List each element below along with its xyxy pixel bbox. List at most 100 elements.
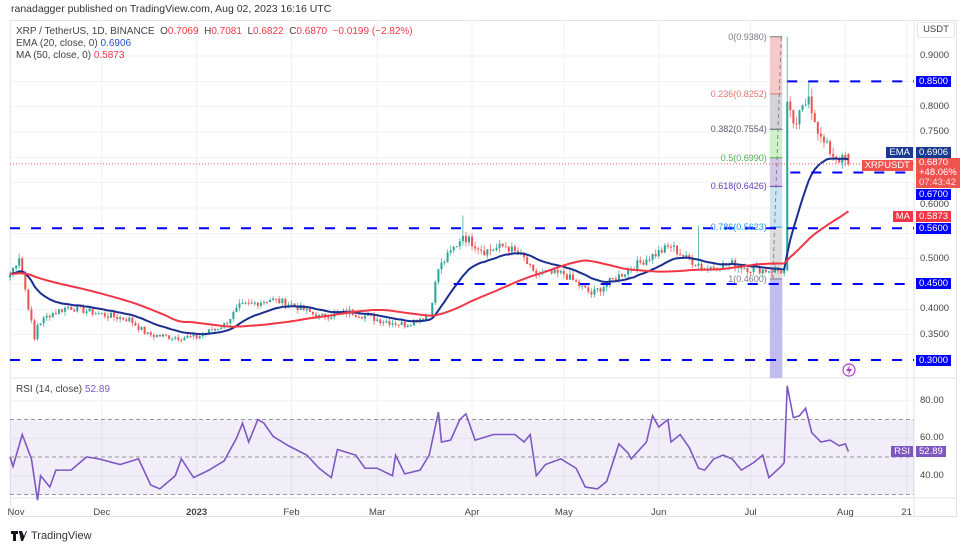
candle-body [700, 263, 703, 269]
candle-body [774, 268, 776, 273]
candle-body [501, 243, 504, 247]
candle-body [217, 328, 220, 330]
level-price-tag: 0.5600 [916, 223, 952, 234]
candle-body [409, 325, 412, 327]
candle-body [18, 258, 21, 266]
candle-body [437, 269, 440, 282]
rsi-axis-label: 40.00 [920, 469, 944, 481]
candle-body [45, 315, 48, 318]
level-price-tag: 0.4500 [916, 278, 952, 289]
candle-body [155, 334, 158, 337]
ema-legend[interactable]: EMA (20, close, 0) 0.6906 [16, 38, 131, 49]
candle-body [691, 259, 694, 265]
candle-body [495, 247, 498, 251]
price-axis-label: 0.4000 [920, 303, 950, 314]
candle-body [758, 266, 761, 274]
price-axis-label: 0.5000 [920, 253, 950, 264]
candle-body [529, 264, 532, 266]
candle-body [422, 318, 425, 320]
rsi-legend[interactable]: RSI (14, close) 52.89 [16, 384, 110, 395]
close-label: C [289, 26, 297, 37]
candle-body [244, 302, 247, 304]
candle-body [367, 314, 370, 316]
candle-body [308, 308, 311, 313]
tradingview-logo[interactable]: TradingView [11, 530, 92, 542]
candle-body [168, 335, 171, 339]
candle-body [253, 302, 256, 304]
candle-body [562, 271, 565, 275]
close-value: 0.6870 [296, 26, 328, 37]
candle-body [385, 321, 388, 323]
candle-body [599, 288, 602, 292]
candle-body [250, 302, 253, 304]
time-axis-label: 21 [901, 507, 912, 518]
candle-body [556, 269, 559, 273]
candle-body [357, 316, 360, 318]
lightning-icon[interactable] [842, 363, 856, 377]
candle-body [103, 313, 106, 317]
candle-body [559, 271, 562, 273]
candle-body [76, 305, 79, 312]
ma-legend[interactable]: MA (50, close, 0) 0.5873 [16, 50, 124, 61]
candle-body [483, 250, 486, 256]
candle-body [510, 246, 513, 252]
last-change: +48.06% [919, 167, 957, 178]
tradingview-logo-icon [11, 531, 27, 541]
candle-body [305, 308, 308, 311]
candle-body [822, 136, 825, 143]
candle-body [171, 338, 174, 340]
candle-body [669, 246, 672, 248]
candle-body [660, 250, 663, 253]
candle-body [146, 332, 149, 334]
fib-zone [769, 36, 783, 94]
candle-body [676, 245, 679, 254]
candle-body [73, 309, 76, 312]
candle-body [379, 319, 382, 324]
candle-body [425, 315, 428, 320]
candle-body [382, 322, 385, 324]
candle-body [746, 268, 749, 272]
candle-body [67, 306, 70, 308]
candle-body [593, 289, 596, 295]
candle-body [143, 326, 146, 334]
candle-body [394, 323, 397, 325]
ema-line [9, 157, 849, 336]
candle-body [189, 336, 192, 338]
candle-body [321, 313, 324, 315]
candle-body [186, 336, 189, 338]
candle-body [471, 236, 474, 247]
candle-body [51, 313, 54, 318]
ema-price-tag: 0.6906 [916, 147, 952, 158]
candle-body [134, 322, 137, 326]
candle-body [572, 274, 575, 281]
candle-body [526, 257, 529, 265]
currency-button[interactable]: USDT [917, 22, 955, 38]
symbol-tag: XRPUSDT [861, 160, 913, 171]
candle-body [731, 260, 734, 264]
candle-body [749, 271, 752, 273]
candle-body [795, 123, 798, 125]
candle-body [48, 315, 51, 318]
fib-level-label: 0.618(0.6426) [710, 181, 767, 192]
fib-level-label: 0.5(0.6990) [720, 152, 767, 163]
symbol-name[interactable]: XRP / TetherUS, 1D, BINANCE [16, 26, 155, 37]
candle-body [477, 248, 480, 250]
candle-body [550, 270, 553, 274]
candle-body [816, 122, 819, 134]
candle-body [651, 254, 654, 260]
candle-body [113, 312, 116, 318]
candle-body [269, 299, 272, 303]
fib-zone [769, 157, 783, 187]
candle-body [180, 339, 183, 341]
candle-body [446, 252, 449, 262]
candle-body [272, 298, 275, 300]
candle-body [220, 327, 223, 329]
candle-body [813, 113, 816, 123]
candle-body [373, 315, 376, 322]
candle-body [275, 298, 278, 300]
candle-body [663, 245, 666, 253]
candle-body [443, 261, 446, 263]
fib-level-label: 0.236(0.8252) [710, 88, 767, 99]
ma-value: 0.5873 [93, 50, 125, 61]
